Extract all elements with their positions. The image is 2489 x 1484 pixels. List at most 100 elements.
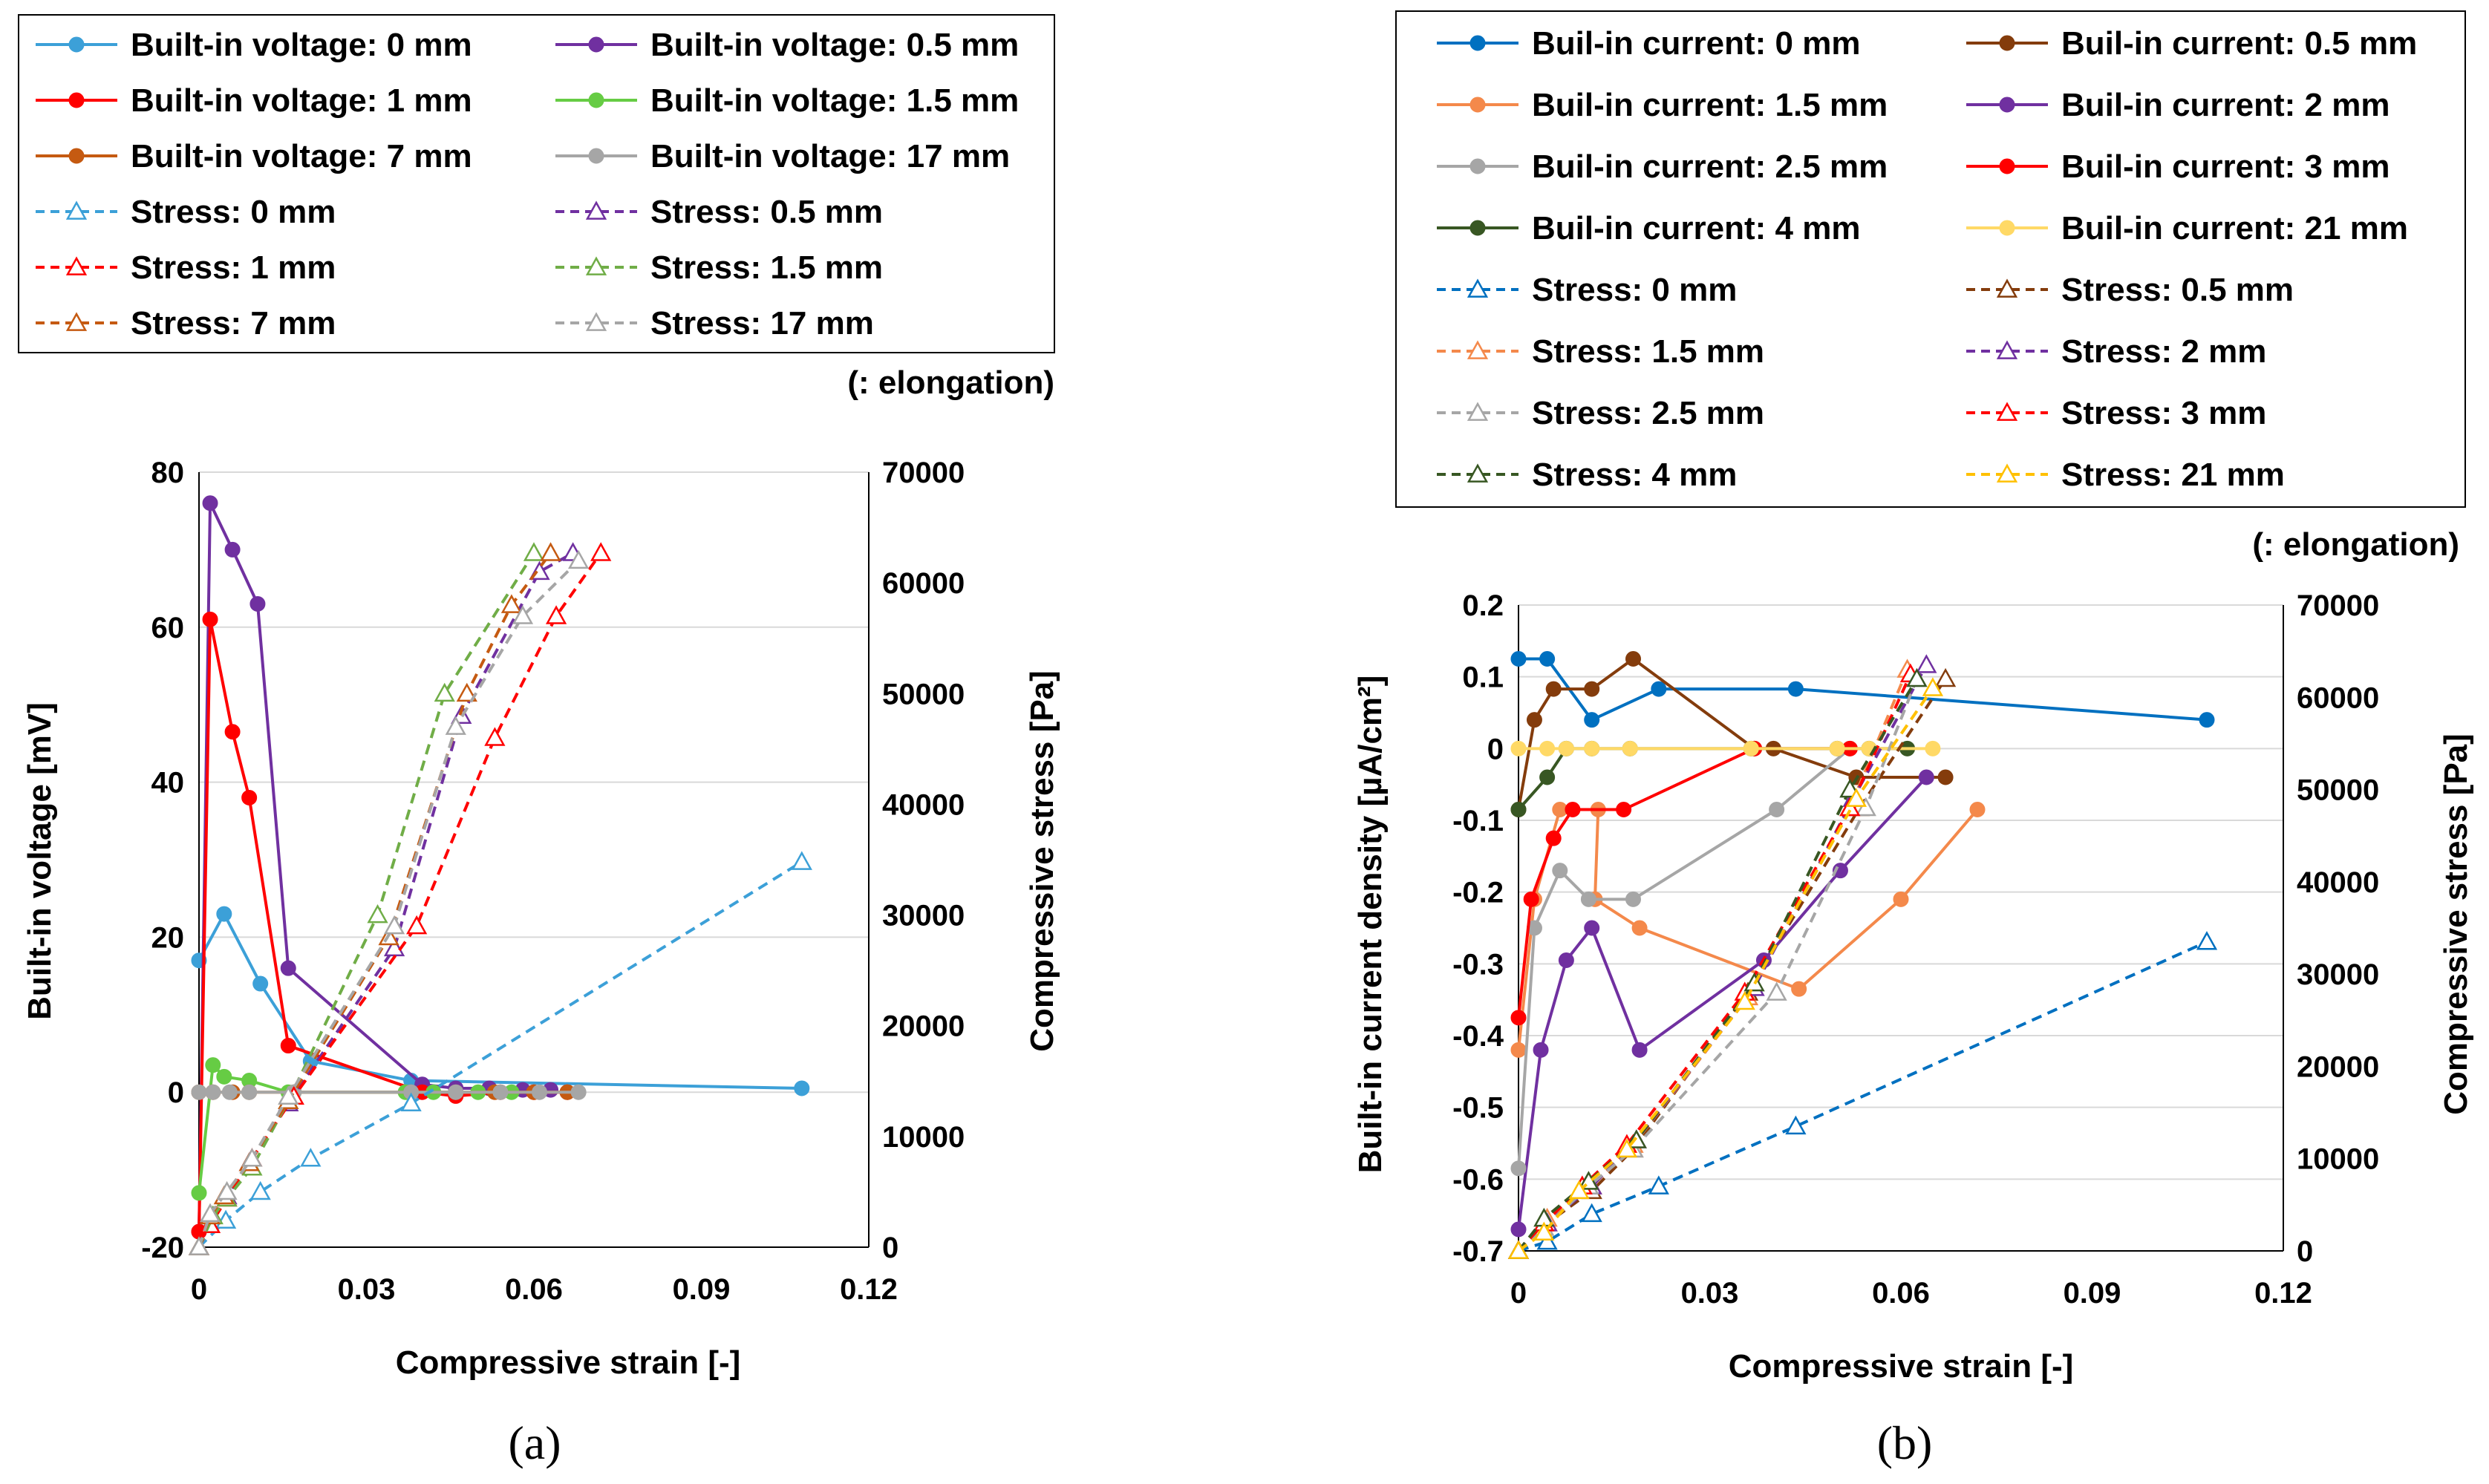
legend-label: Built-in voltage: 1 mm — [131, 82, 472, 119]
y-tick-label: 0 — [168, 1076, 184, 1109]
legend-marker — [68, 36, 85, 53]
data-point — [205, 1084, 221, 1100]
legend-item-buil-in-current-2-5-mm: Buil-in current: 2.5 mm — [1437, 148, 1888, 185]
data-point — [1526, 712, 1542, 728]
data-point — [1922, 677, 1944, 696]
data-point — [249, 595, 266, 612]
y-tick-label: 0 — [1487, 733, 1504, 765]
y2-tick-label: 60000 — [2297, 681, 2379, 714]
x-tick-label: 0 — [1510, 1277, 1527, 1310]
x-tick-label: 0.03 — [1681, 1277, 1739, 1310]
data-point — [1536, 1230, 1558, 1250]
legend-item-buil-in-current-0-mm: Buil-in current: 0 mm — [1437, 25, 1861, 62]
legend-item-buil-in-current-1-5-mm: Buil-in current: 1.5 mm — [1437, 87, 1888, 123]
y2-tick-label: 20000 — [882, 1010, 965, 1043]
y2-tick-label: 0 — [2297, 1235, 2313, 1268]
data-point — [1552, 863, 1568, 879]
y-tick-label: -0.4 — [1452, 1020, 1504, 1053]
legend-marker — [585, 256, 607, 275]
legend-item-buil-in-current-21-mm: Buil-in current: 21 mm — [1966, 210, 2408, 246]
y-tick-label: 80 — [151, 457, 185, 489]
legend-marker — [68, 92, 85, 108]
legend-marker — [1996, 340, 2018, 359]
legend-item-stress-1-5-mm: Stress: 1.5 mm — [555, 249, 883, 286]
legend-marker — [1996, 463, 2018, 483]
y2-tick-label: 40000 — [882, 788, 965, 821]
data-point — [300, 1148, 322, 1167]
data-point — [1510, 651, 1527, 667]
y-tick-label: 0.2 — [1462, 589, 1504, 622]
legend-marker — [1467, 402, 1489, 421]
data-point — [492, 1084, 509, 1100]
legend-marker — [65, 256, 88, 275]
legend-item-stress-21-mm: Stress: 21 mm — [1966, 457, 2285, 493]
legend-marker — [585, 312, 607, 331]
data-point — [1625, 891, 1641, 907]
legend-label: Buil-in current: 4 mm — [1532, 210, 1861, 246]
legend-item-buil-in-current-3-mm: Buil-in current: 3 mm — [1966, 148, 2390, 185]
data-point — [221, 1084, 238, 1100]
legend-item-buil-in-current-0-5-mm: Buil-in current: 0.5 mm — [1966, 25, 2417, 62]
legend-marker — [1996, 278, 2018, 298]
legend-marker — [1996, 402, 2018, 421]
legend-item-built-in-voltage-7-mm: Built-in voltage: 7 mm — [36, 138, 472, 174]
legend-label: Stress: 17 mm — [650, 305, 874, 341]
series-line — [198, 559, 580, 1248]
y-tick-label: -0.1 — [1452, 805, 1504, 837]
legend-item-stress-3-mm: Stress: 3 mm — [1966, 395, 2266, 431]
series-buil-in-current-0-mm — [1510, 651, 2215, 728]
legend-item-stress-4-mm: Stress: 4 mm — [1437, 457, 1737, 493]
series-line — [198, 501, 551, 1232]
data-point — [794, 1080, 810, 1096]
data-point — [400, 1092, 422, 1111]
legend-label: Stress: 7 mm — [131, 305, 336, 341]
x-tick-label: 0.06 — [1872, 1277, 1930, 1310]
series-line — [198, 618, 568, 1232]
legend-item-built-in-voltage-0-mm: Built-in voltage: 0 mm — [36, 27, 472, 63]
data-point — [2199, 712, 2215, 728]
data-point — [1734, 990, 1755, 1010]
legend-item-stress-0-mm: Stress: 0 mm — [36, 194, 336, 230]
data-point — [1925, 740, 1941, 756]
legend-item-built-in-voltage-0-5-mm: Built-in voltage: 0.5 mm — [555, 27, 1019, 63]
y-axis-title-a: Built-in voltage [mV] — [22, 702, 58, 1020]
series-buil-in-current-21-mm — [1510, 740, 1941, 756]
series-line — [1518, 940, 2208, 1252]
legend-item-built-in-voltage-17-mm: Built-in voltage: 17 mm — [555, 138, 1010, 174]
legend-marker — [1999, 97, 2015, 113]
data-point — [1631, 920, 1648, 936]
data-point — [1616, 1138, 1638, 1158]
data-point — [224, 541, 241, 558]
legend-label: Buil-in current: 3 mm — [2061, 148, 2390, 185]
data-point — [216, 1180, 238, 1200]
data-point — [434, 682, 455, 702]
y2-tick-label: 70000 — [882, 457, 965, 489]
y-tick-label: 40 — [151, 767, 185, 800]
series-stress-1-mm — [188, 542, 612, 1255]
data-point — [216, 906, 232, 922]
data-point — [456, 682, 477, 702]
series-buil-in-current-1-5-mm — [1510, 802, 1986, 1058]
y-tick-label: -0.6 — [1452, 1163, 1504, 1196]
data-point — [1510, 1010, 1527, 1026]
data-point — [1584, 681, 1600, 697]
legend-b: Buil-in current: 0 mm Buil-in current: 0.… — [1437, 25, 2417, 493]
data-point — [1584, 740, 1600, 756]
legend-label: Stress: 1 mm — [131, 249, 336, 286]
x-axis-title-a: Compressive strain [-] — [396, 1344, 741, 1381]
y-tick-label: -20 — [141, 1232, 184, 1264]
data-point — [1625, 651, 1641, 667]
legend-label: Stress: 21 mm — [2061, 457, 2285, 493]
data-point — [249, 1180, 271, 1200]
y2-tick-label: 40000 — [2297, 866, 2379, 899]
legend-item-stress-1-mm: Stress: 1 mm — [36, 249, 336, 286]
legend-item-stress-2-mm: Stress: 2 mm — [1966, 333, 2266, 370]
series-line — [198, 912, 802, 1090]
series-stress-7-mm — [188, 542, 561, 1255]
plot-b: -0.7 -0.6 -0.5 -0.4 -0.3 -0.2 -0.1 0 0.1 0.2 0 0.03… — [1452, 589, 2379, 1310]
data-point — [1584, 920, 1600, 936]
data-point — [191, 1084, 207, 1100]
legend-box-b — [1395, 10, 2466, 508]
